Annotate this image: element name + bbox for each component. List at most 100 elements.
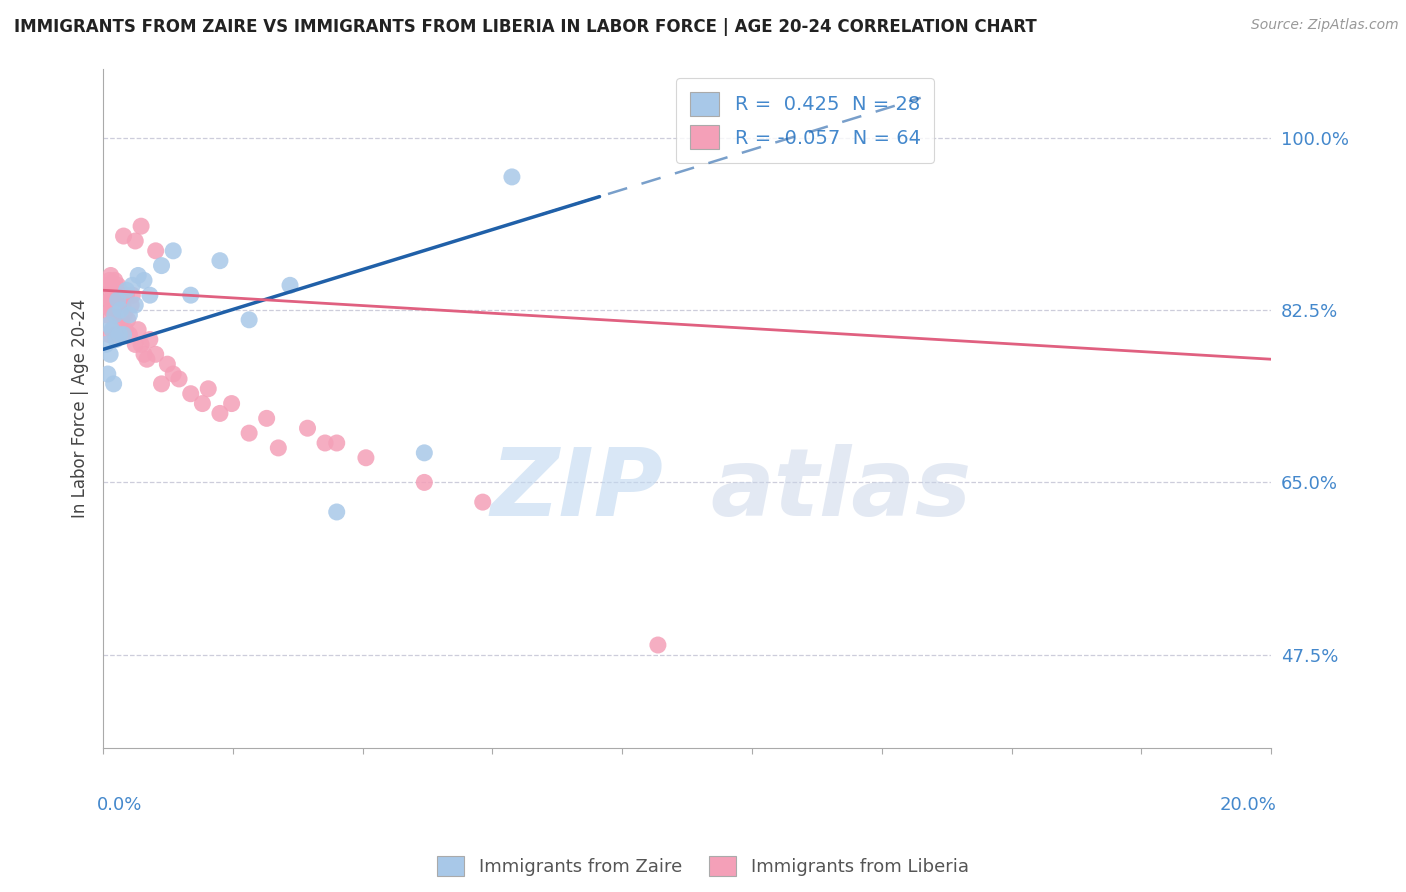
Point (98, 347, 121, 361)
Point (103, 298, 125, 312)
Point (297, 421, 319, 435)
Point (124, 337, 146, 351)
Point (96, 288, 118, 302)
Point (101, 278, 124, 293)
Point (118, 327, 141, 342)
Point (471, 495, 494, 509)
Point (108, 327, 131, 342)
Point (124, 298, 146, 312)
Point (121, 288, 143, 302)
Point (101, 288, 124, 302)
Point (101, 323, 124, 337)
Point (107, 293, 129, 307)
Point (156, 357, 179, 371)
Point (98, 293, 121, 307)
Point (167, 372, 190, 386)
Point (139, 333, 162, 347)
Point (278, 278, 301, 293)
Point (101, 323, 124, 337)
Point (120, 298, 142, 312)
Text: ZIP: ZIP (491, 444, 664, 536)
Point (325, 436, 347, 450)
Point (94, 337, 117, 351)
Point (150, 376, 173, 391)
Point (191, 396, 214, 410)
Legend: Immigrants from Zaire, Immigrants from Liberia: Immigrants from Zaire, Immigrants from L… (430, 848, 976, 883)
Point (150, 259, 173, 273)
Point (121, 278, 143, 293)
Point (104, 283, 127, 297)
Point (103, 376, 125, 391)
Point (98, 318, 121, 332)
Point (145, 347, 167, 361)
Legend: R =  0.425  N = 28, R = -0.057  N = 64: R = 0.425 N = 28, R = -0.057 N = 64 (676, 78, 935, 162)
Point (647, 638, 669, 652)
Point (112, 308, 135, 322)
Point (132, 347, 155, 361)
Point (221, 396, 243, 410)
Point (98, 327, 121, 342)
Point (107, 278, 129, 293)
Point (111, 298, 134, 312)
Point (124, 234, 146, 248)
Point (256, 411, 278, 425)
Point (115, 283, 138, 297)
Point (180, 288, 202, 302)
Point (162, 367, 184, 381)
Text: atlas: atlas (710, 444, 972, 536)
Y-axis label: In Labor Force | Age 20-24: In Labor Force | Age 20-24 (72, 299, 89, 518)
Point (145, 244, 167, 258)
Point (112, 327, 135, 342)
Point (97, 367, 120, 381)
Point (413, 446, 436, 460)
Point (104, 273, 127, 287)
Point (238, 313, 260, 327)
Point (139, 288, 162, 302)
Point (117, 313, 139, 327)
Point (238, 426, 260, 441)
Point (115, 288, 138, 302)
Point (108, 298, 131, 312)
Point (136, 352, 159, 367)
Text: IMMIGRANTS FROM ZAIRE VS IMMIGRANTS FROM LIBERIA IN LABOR FORCE | AGE 20-24 CORR: IMMIGRANTS FROM ZAIRE VS IMMIGRANTS FROM… (14, 18, 1036, 36)
Point (354, 450, 377, 465)
Point (112, 229, 135, 244)
Point (100, 268, 122, 283)
Point (118, 308, 141, 322)
Point (108, 283, 131, 297)
Point (325, 505, 347, 519)
Point (104, 308, 127, 322)
Point (97, 278, 120, 293)
Point (129, 219, 152, 234)
Point (104, 327, 127, 342)
Point (110, 302, 132, 317)
Point (103, 302, 125, 317)
Point (501, 169, 523, 184)
Point (111, 313, 134, 327)
Point (100, 302, 122, 317)
Point (105, 293, 128, 307)
Point (94, 308, 117, 322)
Point (180, 386, 202, 401)
Point (129, 337, 152, 351)
Point (267, 441, 290, 455)
Text: Source: ZipAtlas.com: Source: ZipAtlas.com (1251, 18, 1399, 32)
Point (98, 273, 121, 287)
Point (110, 302, 132, 317)
Point (104, 333, 127, 347)
Point (107, 298, 129, 312)
Point (132, 273, 155, 287)
Point (208, 253, 231, 268)
Text: 20.0%: 20.0% (1220, 796, 1277, 814)
Point (127, 323, 149, 337)
Point (208, 406, 231, 420)
Point (413, 475, 436, 490)
Point (197, 382, 219, 396)
Text: 0.0%: 0.0% (97, 796, 142, 814)
Point (114, 323, 136, 337)
Point (162, 244, 184, 258)
Point (127, 268, 149, 283)
Point (108, 308, 131, 322)
Point (94, 298, 117, 312)
Point (105, 308, 128, 322)
